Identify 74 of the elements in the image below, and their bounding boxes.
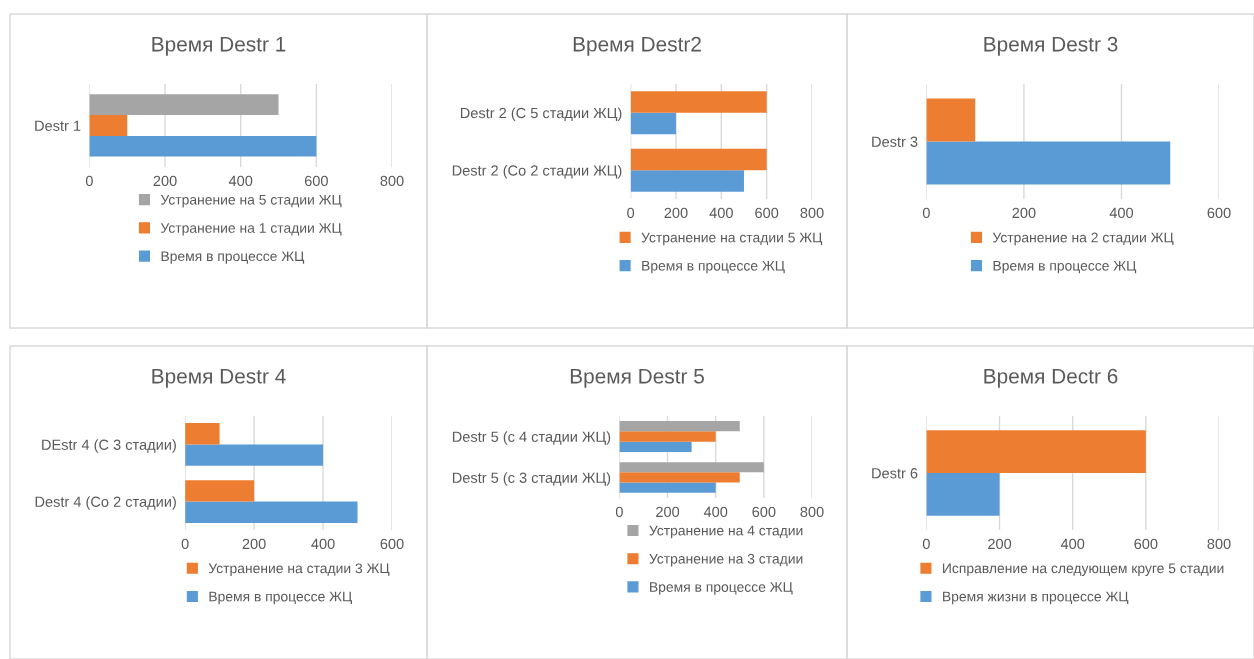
bar: [185, 423, 220, 445]
legend-label: Время в процессе ЖЦ: [161, 251, 305, 264]
x-tick-label: 200: [242, 538, 266, 550]
legend-label: Устранение на стадии 5 ЖЦ: [641, 232, 823, 246]
y-tick-label: DEstr 4 (С 3 стадии): [42, 439, 176, 453]
bar: [89, 135, 317, 157]
legend-label: Устранение на 5 стадии ЖЦ: [160, 194, 342, 208]
chart-title: Время Destr 4: [152, 369, 286, 388]
y-tick-label: Destr 1: [35, 120, 81, 131]
y-tick-label: Destr 2 (Со 2 стадии ЖЦ): [452, 164, 622, 179]
x-tick-label: 200: [153, 175, 177, 187]
chart-title: Время Dectr 6: [984, 368, 1118, 388]
bar: [89, 94, 279, 116]
chart-title: Время Destr 3: [984, 36, 1118, 56]
x-tick-label: 400: [1060, 538, 1085, 550]
x-tick-label: 400: [709, 207, 733, 219]
y-tick-label: Destr 2 (С 5 стадии ЖЦ): [460, 107, 622, 122]
legend-label: Устранение на 4 стадии: [649, 525, 803, 539]
x-tick-label: 600: [752, 506, 776, 518]
chart-title: Время Destr2: [573, 36, 701, 56]
x-tick-label: 200: [1012, 207, 1036, 219]
x-tick-label: 200: [656, 506, 680, 518]
x-tick-label: 0: [627, 207, 635, 219]
bar: [630, 148, 767, 171]
x-tick-label: 800: [1207, 538, 1231, 550]
bar: [619, 421, 740, 432]
y-tick-label: Destr 5 (с 3 стадии ЖЦ): [452, 472, 611, 486]
x-tick-label: 600: [1134, 538, 1158, 550]
x-tick-label: 0: [615, 506, 623, 518]
legend-label: Время в процессе ЖЦ: [209, 591, 352, 605]
x-tick-label: 800: [380, 175, 404, 187]
bar: [185, 444, 324, 466]
bar: [185, 501, 358, 523]
chart-title: Время Destr 1: [152, 37, 286, 56]
x-tick-label: 0: [181, 538, 189, 550]
legend-label: Устранение на стадии 3 ЖЦ: [208, 563, 390, 576]
legend-label: Время в процессе ЖЦ: [993, 260, 1137, 274]
x-tick-label: 0: [922, 538, 930, 550]
legend-label: Время жизни в процессе ЖЦ: [943, 591, 1129, 605]
legend-label: Исправление на следующем круге 5 стадии: [943, 563, 1224, 576]
x-tick-label: 600: [380, 538, 404, 550]
bar: [619, 472, 740, 483]
legend-label: Устранение на 2 стадии ЖЦ: [992, 232, 1174, 246]
y-tick-label: Destr 6: [872, 468, 918, 479]
legend-label: Время в процессе ЖЦ: [642, 260, 785, 274]
bar: [619, 462, 764, 473]
x-tick-label: 400: [703, 506, 728, 518]
bar: [630, 170, 744, 192]
chart-title: Время Destr 5: [570, 369, 704, 388]
y-tick-label: Destr 3: [872, 136, 918, 147]
x-tick-label: 200: [664, 207, 688, 219]
x-tick-label: 400: [311, 538, 335, 550]
x-tick-label: 0: [922, 207, 930, 219]
x-tick-label: 400: [1109, 207, 1134, 219]
bar: [630, 112, 676, 135]
bar: [89, 115, 128, 136]
x-tick-label: 600: [755, 207, 779, 219]
bar: [619, 441, 692, 452]
y-tick-label: Destr 4 (Со 2 стадии): [35, 496, 176, 510]
bar: [630, 91, 767, 113]
legend-label: Устранение на 1 стадии ЖЦ: [160, 223, 342, 236]
x-tick-label: 800: [800, 506, 824, 518]
x-tick-label: 0: [85, 175, 93, 187]
bar: [619, 482, 716, 493]
x-tick-label: 600: [1207, 207, 1231, 219]
bar: [619, 431, 716, 442]
bar: [185, 480, 255, 502]
legend-label: Время в процессе ЖЦ: [650, 582, 793, 595]
x-tick-label: 400: [228, 175, 253, 187]
legend-label: Устранение на 3 стадии: [649, 553, 803, 567]
x-tick-label: 200: [988, 538, 1012, 550]
y-tick-label: Destr 5 (с 4 стадии ЖЦ): [452, 431, 611, 445]
x-tick-label: 600: [304, 175, 328, 187]
x-tick-label: 800: [800, 207, 824, 219]
